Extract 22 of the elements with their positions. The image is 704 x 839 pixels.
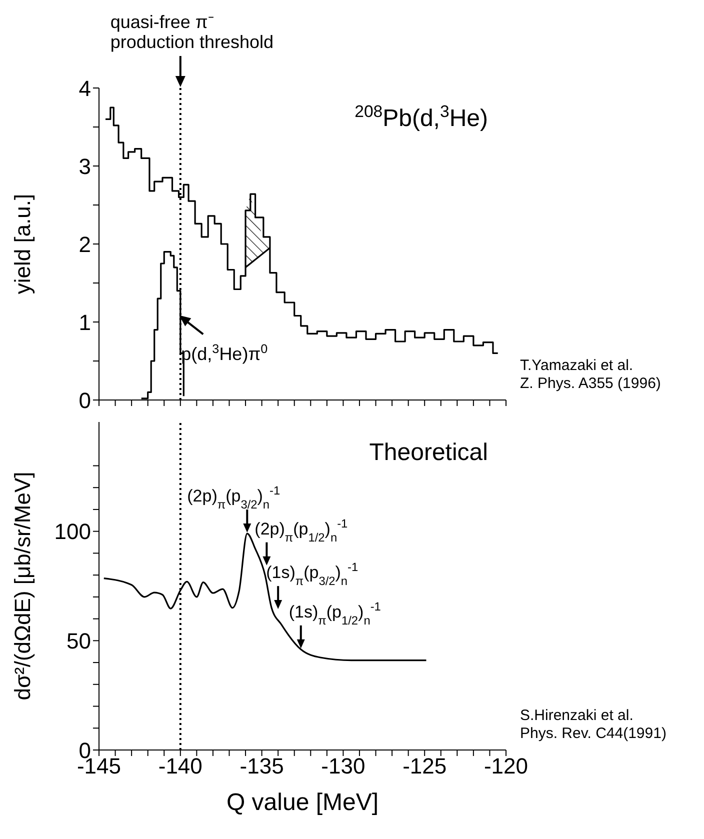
y-tick-label: 100 <box>54 519 91 544</box>
x-tick-label: -120 <box>484 754 528 779</box>
text: Phys. Rev. C44(1991) <box>520 725 666 742</box>
y-axis-title: dσ²/(dΩdE) [μb/sr/MeV] <box>10 472 35 700</box>
x-tick-label: -125 <box>402 754 447 779</box>
y-tick-label: 1 <box>78 310 91 335</box>
annotation: $^{208}$Pb(d,$^{3}$He) <box>354 102 488 132</box>
y-tick-label: 4 <box>78 76 91 101</box>
x-tick-label: -135 <box>240 754 284 779</box>
x-tick-label: -140 <box>158 754 202 779</box>
x-tick-label: -130 <box>321 754 366 779</box>
text: T.Yamazaki et al. <box>520 357 634 374</box>
text: S.Hirenzaki et al. <box>520 707 634 724</box>
y-tick-label: 50 <box>66 628 91 654</box>
text: Z. Phys. A355 (1996) <box>520 375 661 392</box>
ref-line-label: quasi-free π⁻ production threshold <box>110 12 274 52</box>
y-axis-title: yield [a.u.] <box>10 194 35 294</box>
y-tick-label: 0 <box>78 388 91 413</box>
annotation: Theoretical <box>369 439 488 466</box>
x-axis-title: Q value [MeV] <box>226 789 379 816</box>
y-tick-label: 3 <box>78 154 91 179</box>
y-tick-label: 2 <box>78 232 91 257</box>
